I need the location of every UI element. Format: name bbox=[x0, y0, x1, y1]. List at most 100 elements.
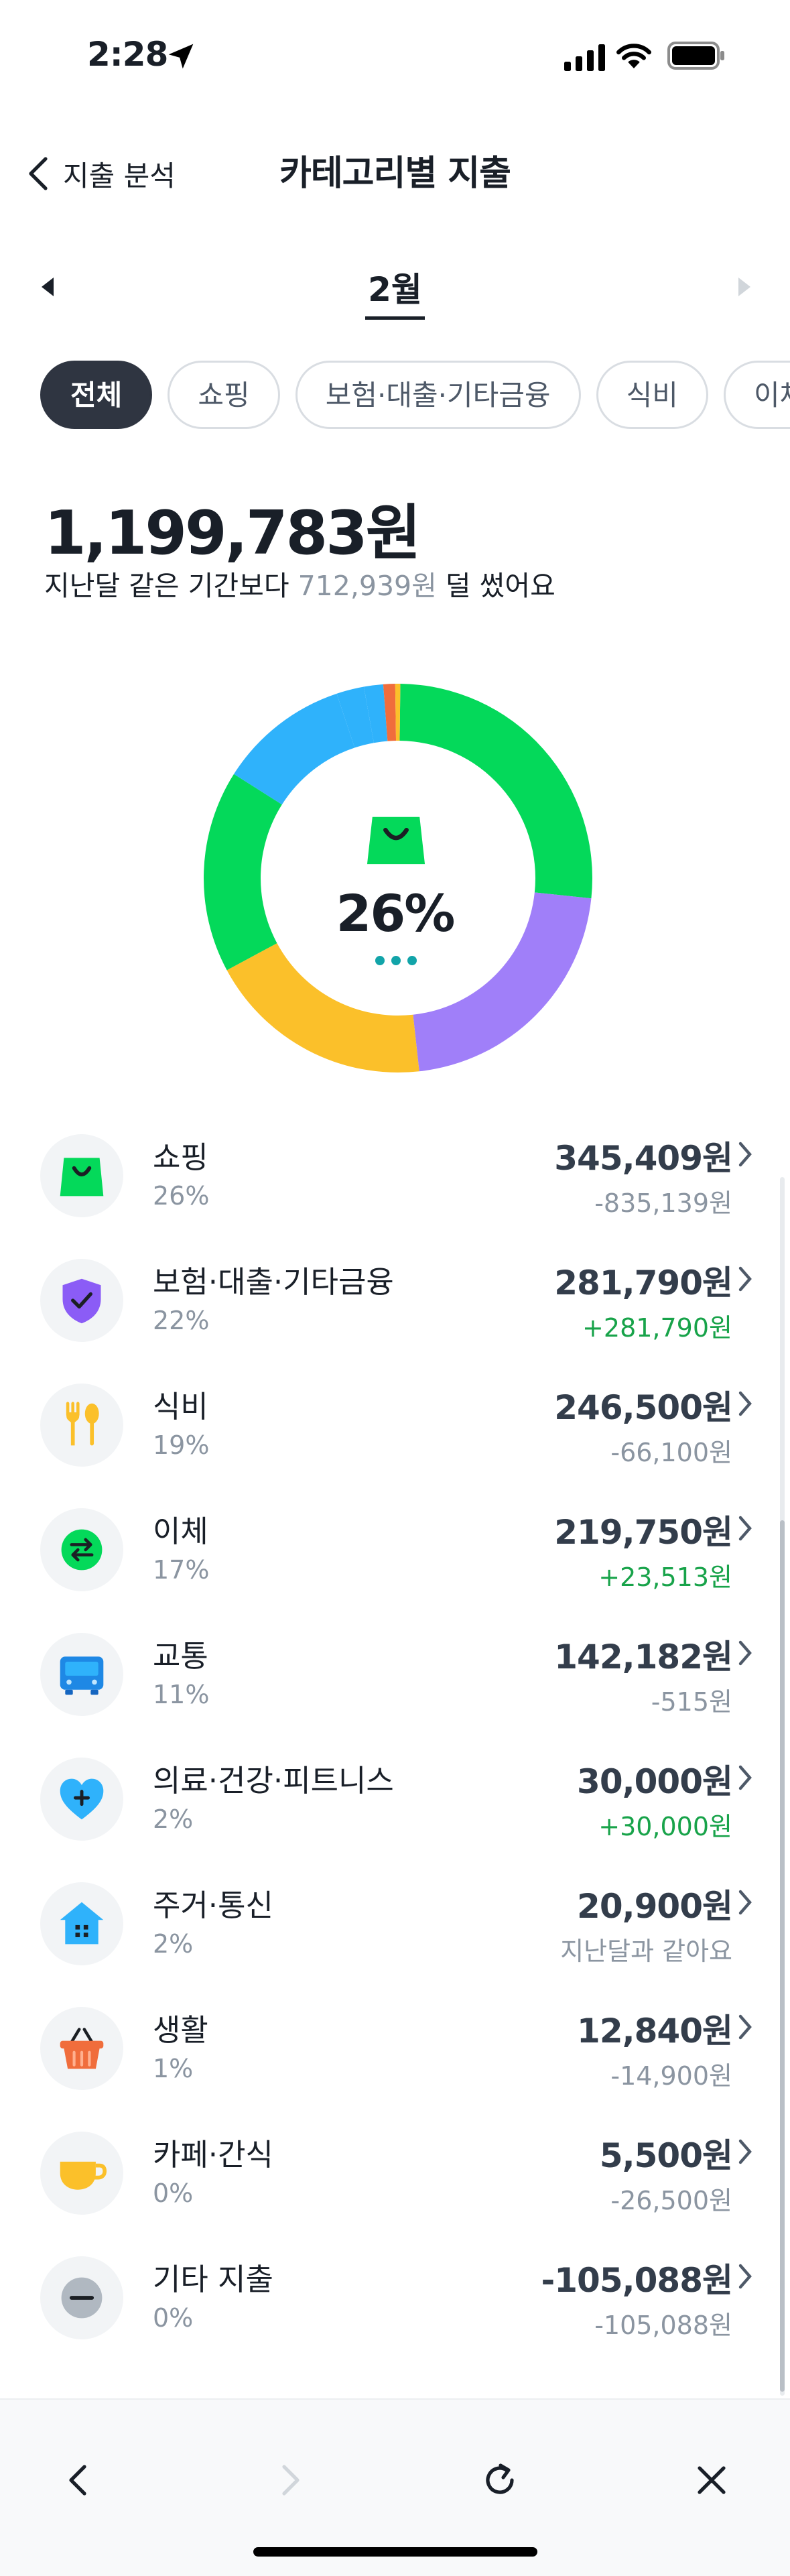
chevron-right-icon bbox=[738, 2264, 752, 2289]
compare-prefix: 지난달 같은 기간보다 bbox=[44, 570, 298, 602]
cellular-signal-icon bbox=[564, 44, 605, 71]
month-label[interactable]: 2월 bbox=[0, 263, 790, 320]
previous-month-button[interactable] bbox=[38, 273, 58, 300]
chip-shopping[interactable]: 쇼핑 bbox=[168, 361, 280, 429]
category-diff: -66,100원 bbox=[610, 1438, 732, 1467]
category-percent: 19% bbox=[153, 1430, 210, 1460]
category-amount: 219,750원 bbox=[554, 1513, 733, 1552]
browser-toolbar bbox=[0, 2398, 790, 2576]
chevron-right-icon bbox=[738, 1765, 752, 1790]
category-name: 교통 bbox=[153, 1638, 208, 1674]
category-row-food[interactable]: 식비 19% 246,500원 -66,100원 bbox=[0, 1375, 790, 1500]
category-diff: +281,790원 bbox=[582, 1313, 732, 1343]
toolbar-refresh-button[interactable] bbox=[473, 2453, 527, 2507]
category-donut-chart[interactable] bbox=[197, 677, 599, 1079]
category-row-other[interactable]: 기타 지출 0% -105,088원 -105,088원 bbox=[0, 2248, 790, 2373]
chip-food[interactable]: 식비 bbox=[596, 361, 708, 429]
category-icon-wrap bbox=[40, 1134, 123, 1217]
category-name: 의료·건강·피트니스 bbox=[153, 1763, 394, 1798]
toolbar-forward-button[interactable] bbox=[263, 2453, 316, 2507]
category-name: 카페·간식 bbox=[153, 2137, 273, 2172]
wifi-icon bbox=[616, 44, 651, 68]
chevron-left-icon bbox=[29, 157, 48, 190]
category-icon-wrap bbox=[40, 1384, 123, 1467]
month-text: 2월 bbox=[365, 263, 425, 320]
category-name: 주거·통신 bbox=[153, 1888, 273, 1923]
category-row-cafe[interactable]: 카페·간식 0% 5,500원 -26,500원 bbox=[0, 2124, 790, 2248]
next-month-button[interactable] bbox=[734, 273, 754, 300]
category-diff: -515원 bbox=[651, 1687, 732, 1717]
category-name: 보험·대출·기타금융 bbox=[153, 1264, 394, 1300]
minus-circle-icon bbox=[61, 2277, 103, 2319]
scrollbar-thumb[interactable] bbox=[780, 1520, 785, 2392]
shield-icon bbox=[62, 1278, 101, 1324]
chevron-right-icon bbox=[738, 2139, 752, 2164]
compare-value: 712,939원 bbox=[298, 570, 437, 602]
category-percent: 0% bbox=[153, 2303, 194, 2333]
category-amount: 12,840원 bbox=[577, 2012, 733, 2050]
status-bar: 2:28 bbox=[0, 0, 790, 114]
category-name: 생활 bbox=[153, 2012, 208, 2048]
category-icon-wrap bbox=[40, 1259, 123, 1342]
category-amount: -105,088원 bbox=[541, 2261, 733, 2300]
category-row-housing[interactable]: 주거·통신 2% 20,900원 지난달과 같아요 bbox=[0, 1874, 790, 1999]
category-diff: -105,088원 bbox=[594, 2311, 732, 2340]
shopping-bag-icon bbox=[367, 816, 425, 865]
category-diff: +30,000원 bbox=[598, 1812, 732, 1841]
shopping-bag-icon bbox=[60, 1158, 104, 1197]
total-spending: 1,199,783원 bbox=[44, 498, 421, 568]
chip-insurance-loans[interactable]: 보험·대출·기타금융 bbox=[295, 361, 581, 429]
battery-icon bbox=[667, 42, 724, 70]
category-icon-wrap bbox=[40, 2007, 123, 2090]
donut-slice-5[interactable] bbox=[336, 686, 374, 748]
category-row-shopping[interactable]: 쇼핑 26% 345,409원 -835,139원 bbox=[0, 1126, 790, 1251]
chevron-right-icon bbox=[738, 1391, 752, 1416]
donut-slice-0[interactable] bbox=[399, 684, 593, 899]
basket-icon bbox=[60, 2028, 104, 2069]
chevron-right-icon bbox=[738, 1266, 752, 1292]
donut-slice-2[interactable] bbox=[226, 943, 419, 1072]
page-title: 카테고리별 지출 bbox=[279, 154, 511, 194]
category-percent: 11% bbox=[153, 1680, 210, 1709]
category-percent: 26% bbox=[153, 1181, 210, 1211]
toolbar-close-button[interactable] bbox=[685, 2453, 738, 2507]
category-row-transfer[interactable]: 이체 17% 219,750원 +23,513원 bbox=[0, 1500, 790, 1625]
category-row-transport[interactable]: 교통 11% 142,182원 -515원 bbox=[0, 1625, 790, 1750]
category-percent: 17% bbox=[153, 1555, 210, 1585]
bus-icon bbox=[60, 1656, 104, 1695]
chevron-right-icon bbox=[738, 1142, 752, 1167]
category-row-living[interactable]: 생활 1% 12,840원 -14,900원 bbox=[0, 1999, 790, 2124]
chip-all[interactable]: 전체 bbox=[40, 361, 153, 429]
donut-slice-3[interactable] bbox=[204, 774, 282, 971]
refresh-icon bbox=[486, 2463, 514, 2494]
chevron-right-icon bbox=[738, 1516, 752, 1541]
back-button[interactable]: 지출 분석 bbox=[24, 150, 176, 197]
category-percent: 0% bbox=[153, 2179, 194, 2208]
donut-center-percent: 26% bbox=[336, 883, 456, 943]
compare-text: 지난달 같은 기간보다 712,939원 덜 썼어요 bbox=[44, 563, 555, 603]
category-list: 쇼핑 26% 345,409원 -835,139원 보험·대출·기타금융 22%… bbox=[0, 1126, 790, 2373]
chevron-right-icon bbox=[738, 2014, 752, 2040]
category-row-insurance[interactable]: 보험·대출·기타금융 22% 281,790원 +281,790원 bbox=[0, 1251, 790, 1375]
chevron-right-icon bbox=[738, 1890, 752, 1915]
category-icon-wrap bbox=[40, 2132, 123, 2215]
category-name: 식비 bbox=[153, 1389, 208, 1424]
donut-slice-8[interactable] bbox=[395, 684, 401, 741]
fork-spoon-icon bbox=[66, 1402, 99, 1446]
category-amount: 30,000원 bbox=[577, 1762, 733, 1801]
category-diff: +23,513원 bbox=[598, 1562, 732, 1592]
category-name: 이체 bbox=[153, 1514, 208, 1549]
donut-slice-6[interactable] bbox=[363, 684, 388, 743]
close-icon bbox=[698, 2466, 726, 2494]
donut-slice-4[interactable] bbox=[234, 693, 355, 805]
house-icon bbox=[60, 1902, 104, 1945]
donut-slice-1[interactable] bbox=[413, 892, 592, 1072]
toolbar-back-button[interactable] bbox=[52, 2453, 106, 2507]
donut-slice-7[interactable] bbox=[383, 684, 397, 741]
chip-transfer[interactable]: 이체 bbox=[724, 361, 790, 429]
more-dots-icon bbox=[375, 956, 417, 965]
cup-icon bbox=[60, 2161, 107, 2190]
chevron-left-icon bbox=[69, 2465, 86, 2496]
category-row-medical[interactable]: 의료·건강·피트니스 2% 30,000원 +30,000원 bbox=[0, 1750, 790, 1874]
category-amount: 5,500원 bbox=[599, 2136, 733, 2175]
